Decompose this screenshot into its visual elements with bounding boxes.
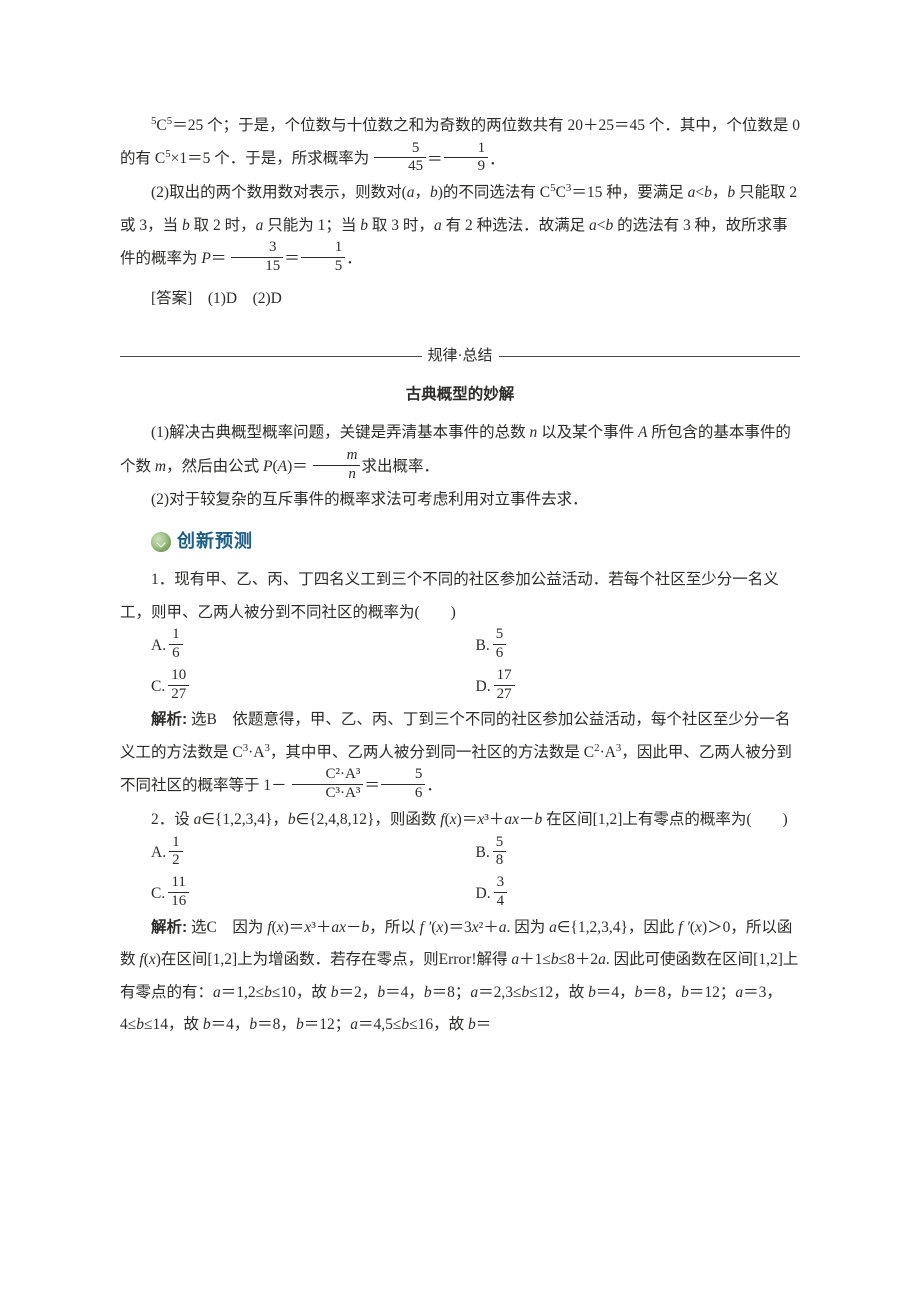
fraction: 5 6	[381, 767, 426, 802]
option-d: D. 3 4	[476, 877, 801, 912]
q1-solution: 解析: 选B 依题意得，甲、乙、丙、丁到三个不同的社区参加公益活动，每个社区至少…	[120, 704, 800, 804]
rule-statement-1: (1)解决古典概型概率问题，关键是弄清基本事件的总数 n 以及某个事件 A 所包…	[120, 417, 800, 484]
text: 求出概率．	[361, 458, 439, 475]
fraction: m n	[313, 448, 361, 483]
intro-paragraph-2: (2)取出的两个数用数对表示，则数对(a，b)的不同选法有 C5C3＝15 种，…	[120, 177, 800, 277]
fraction: 1 6	[169, 627, 183, 662]
fraction: 17 27	[494, 668, 515, 703]
answer-line: [答案] (1)D (2)D	[120, 283, 800, 316]
eq: ＝	[284, 250, 300, 267]
fraction: 5 8	[493, 835, 507, 870]
fraction: 5 6	[493, 627, 507, 662]
intro-paragraph-1: 5C5＝25 个；于是，个位数与十位数之和为奇数的两位数共有 20＋25＝45 …	[120, 110, 800, 177]
fraction: C²·A³ C³·A³	[292, 767, 364, 802]
fraction: 1 2	[169, 835, 183, 870]
leaf-icon	[151, 532, 171, 552]
option-c: C. 10 27	[151, 670, 476, 705]
divider-label: 规律·总结	[426, 341, 495, 373]
option-b: B. 5 8	[476, 837, 801, 872]
text: (2)取出的两个数用数对表示，则数对(a，b)的不同选法有 C5C3＝15 种，…	[120, 184, 797, 267]
rule-statement-2: (2)对于较复杂的互斥事件的概率求法可考虑利用对立事件去求．	[120, 484, 800, 517]
fraction: 5 45	[374, 141, 426, 176]
fraction: 1 9	[444, 141, 489, 176]
fraction: 3 4	[494, 875, 508, 910]
fraction: 10 27	[168, 668, 189, 703]
tail: ．	[489, 150, 505, 167]
eq: ＝	[427, 150, 443, 167]
text: (1)解决古典概型概率问题，关键是弄清基本事件的总数 n 以及某个事件 A 所包…	[120, 424, 791, 474]
option-d: D. 17 27	[476, 670, 801, 705]
q1-stem: 1．现有甲、乙、丙、丁四名义工到三个不同的社区参加公益活动．若每个社区至少分一名…	[120, 564, 800, 629]
q1-options: A. 1 6 B. 5 6 C. 10 27 D. 17 27	[151, 629, 800, 704]
innovation-badge: 创新预测	[151, 523, 253, 561]
tail: ．	[426, 777, 442, 794]
option-b: B. 5 6	[476, 629, 801, 664]
divider-line	[120, 356, 422, 357]
q2-options: A. 1 2 B. 5 8 C. 11 16 D. 3 4	[151, 837, 800, 912]
tail: ．	[346, 250, 362, 267]
fraction: 3 15	[231, 240, 283, 275]
badge-label: 创新预测	[177, 523, 253, 561]
fraction: 1 5	[301, 240, 346, 275]
option-c: C. 11 16	[151, 877, 476, 912]
rule-divider: 规律·总结	[120, 341, 800, 373]
text: 解析: 选B 依题意得，甲、乙、丙、丁到三个不同的社区参加公益活动，每个社区至少…	[120, 711, 792, 794]
eq: ＝	[364, 777, 380, 794]
option-a: A. 1 2	[151, 837, 476, 872]
q2-solution: 解析: 选C 因为 f(x)＝x³＋ax－b，所以 f ′(x)＝3x²＋a. …	[120, 912, 800, 1042]
divider-line	[499, 356, 801, 357]
option-a: A. 1 6	[151, 629, 476, 664]
fraction: 11 16	[168, 875, 189, 910]
rule-title: 古典概型的妙解	[120, 379, 800, 412]
document-page: 5C5＝25 个；于是，个位数与十位数之和为奇数的两位数共有 20＋25＝45 …	[0, 0, 920, 1302]
q2-stem: 2．设 a∈{1,2,3,4}，b∈{2,4,8,12}，则函数 f(x)＝x³…	[120, 804, 800, 837]
